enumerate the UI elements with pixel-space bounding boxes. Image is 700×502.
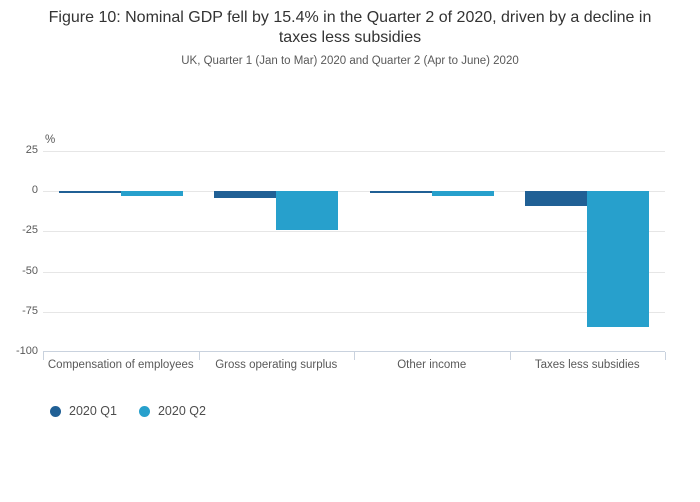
y-axis-tick-label-25: 25 [25,144,38,156]
x-axis-tick [665,352,666,360]
y-axis-tick-label--100: -100 [15,345,38,357]
bar-2020-q2-taxes-less-subsidies [587,191,650,327]
bar-2020-q1-gross-operating-surplus [214,191,277,198]
gridline-25 [43,151,665,152]
x-axis-category-label-taxes-less-subsidies: Taxes less subsidies [534,359,640,371]
x-axis-category-label-gross-operating-surplus: Gross operating surplus [215,359,338,371]
bar-2020-q1-compensation-of-employees [58,191,121,193]
x-axis-tick [354,352,355,360]
x-axis-line [43,351,665,352]
gridline-0 [43,191,665,193]
bar-2020-q2-other-income [431,191,494,196]
legend-label: 2020 Q2 [157,404,206,418]
bar-2020-q2-gross-operating-surplus [276,191,339,231]
legend-item-2020-q2[interactable]: 2020 Q2 [138,404,206,418]
gridline--25 [43,231,665,233]
x-axis-tick [509,352,511,360]
legend-label: 2020 Q1 [69,404,117,418]
y-axis-tick-label--50: -50 [22,264,38,277]
y-axis-tick-label-0: 0 [31,184,38,197]
legend-swatch-icon [50,405,61,417]
x-axis-tick [43,352,44,360]
x-axis-category-label-compensation-of-employees: Compensation of employees [47,359,194,371]
y-axis-tick-label--25: -25 [22,224,38,237]
figure-title: Figure 10: Nominal GDP fell by 15.4% in … [48,9,652,46]
x-axis-category-label-other-income: Other income [397,359,467,371]
bar-2020-q2-compensation-of-employees [120,191,183,196]
legend-swatch-icon [138,405,150,417]
y-axis-tick-label--75: -75 [22,304,38,317]
figure-subtitle: UK, Quarter 1 (Jan to Mar) 2020 and Quar… [181,55,519,68]
bar-2020-q1-other-income [369,191,432,193]
gridline--75 [43,311,665,313]
x-axis-tick [198,352,200,360]
gridline--50 [43,271,665,273]
y-axis-unit-label: % [45,134,56,146]
legend-item-2020-q1[interactable]: 2020 Q1 [50,404,117,418]
legend: 2020 Q1 2020 Q2 [50,404,206,418]
bar-2020-q1-taxes-less-subsidies [525,191,588,206]
plot-area [43,151,665,352]
